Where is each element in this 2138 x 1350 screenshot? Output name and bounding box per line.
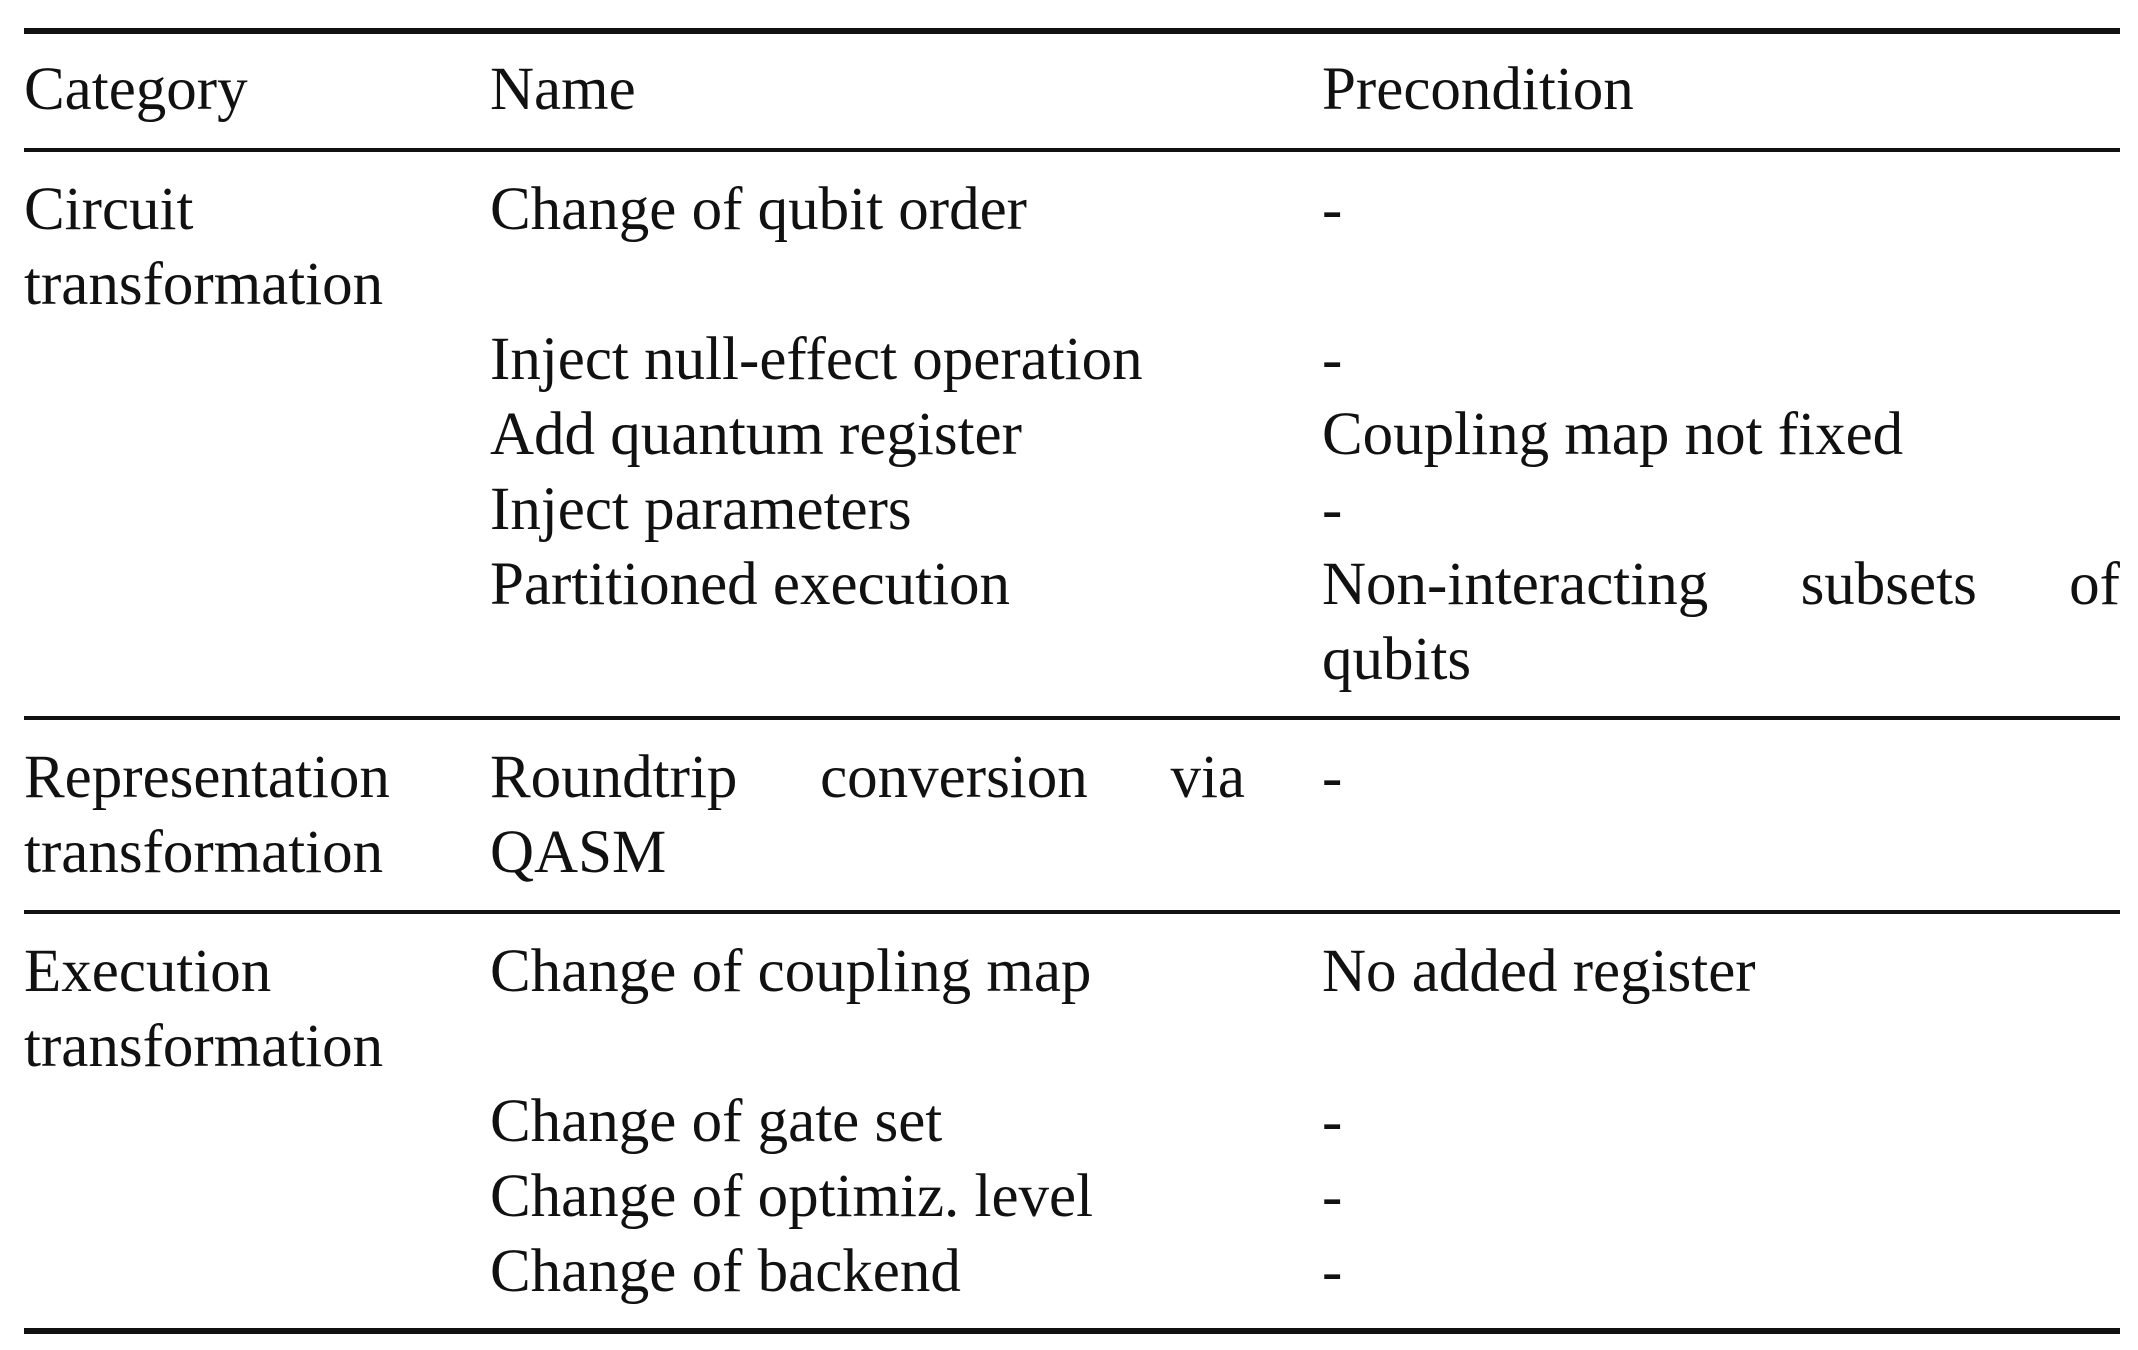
category-execution-line2: transformation xyxy=(24,1013,384,1080)
row-precondition: Coupling map not fixed xyxy=(1322,401,1904,468)
group-rule xyxy=(24,716,2120,720)
category-circuit-line2: transformation xyxy=(24,251,384,318)
row-name: Change of coupling map xyxy=(490,938,1092,1005)
row-name-line1: Roundtrip conversion via xyxy=(490,740,1245,815)
name-word: conversion xyxy=(820,744,1088,811)
row-name: Add quantum register xyxy=(490,401,1022,468)
row-precondition: - xyxy=(1322,1088,1343,1155)
row-precondition: - xyxy=(1322,476,1343,543)
category-representation-line1: Representation xyxy=(24,744,390,811)
header-name: Name xyxy=(490,56,636,123)
name-word: via xyxy=(1170,744,1245,811)
precondition-word: subsets xyxy=(1800,551,1977,618)
transformation-table: Category Name Precondition Circuit trans… xyxy=(24,0,2120,1350)
row-precondition: - xyxy=(1322,326,1343,393)
row-name: Inject null-effect operation xyxy=(490,326,1143,393)
precondition-word: Non-interacting xyxy=(1322,551,1709,618)
top-rule xyxy=(24,28,2120,34)
row-name: Inject parameters xyxy=(490,476,912,543)
row-name-line2: QASM xyxy=(490,819,667,886)
category-execution-line1: Execution xyxy=(24,938,272,1005)
header-rule xyxy=(24,148,2120,152)
row-precondition-line1: Non-interacting subsets of xyxy=(1322,547,2120,622)
row-precondition: - xyxy=(1322,744,1343,811)
precondition-word: of xyxy=(2069,551,2120,618)
row-name: Change of qubit order xyxy=(490,176,1027,243)
group-rule xyxy=(24,910,2120,914)
name-word: Roundtrip xyxy=(490,744,738,811)
header-precondition: Precondition xyxy=(1322,56,1634,123)
row-name: Change of optimiz. level xyxy=(490,1163,1094,1230)
bottom-rule xyxy=(24,1328,2120,1334)
row-precondition-line2: qubits xyxy=(1322,626,1472,693)
row-name: Change of gate set xyxy=(490,1088,943,1155)
row-precondition: - xyxy=(1322,1238,1343,1305)
row-name: Change of backend xyxy=(490,1238,961,1305)
row-precondition: - xyxy=(1322,1163,1343,1230)
header-category: Category xyxy=(24,56,248,123)
row-name: Partitioned execution xyxy=(490,551,1011,618)
row-precondition: No added register xyxy=(1322,938,1756,1005)
category-representation-line2: transformation xyxy=(24,819,384,886)
row-precondition: - xyxy=(1322,176,1343,243)
category-circuit-line1: Circuit xyxy=(24,176,194,243)
